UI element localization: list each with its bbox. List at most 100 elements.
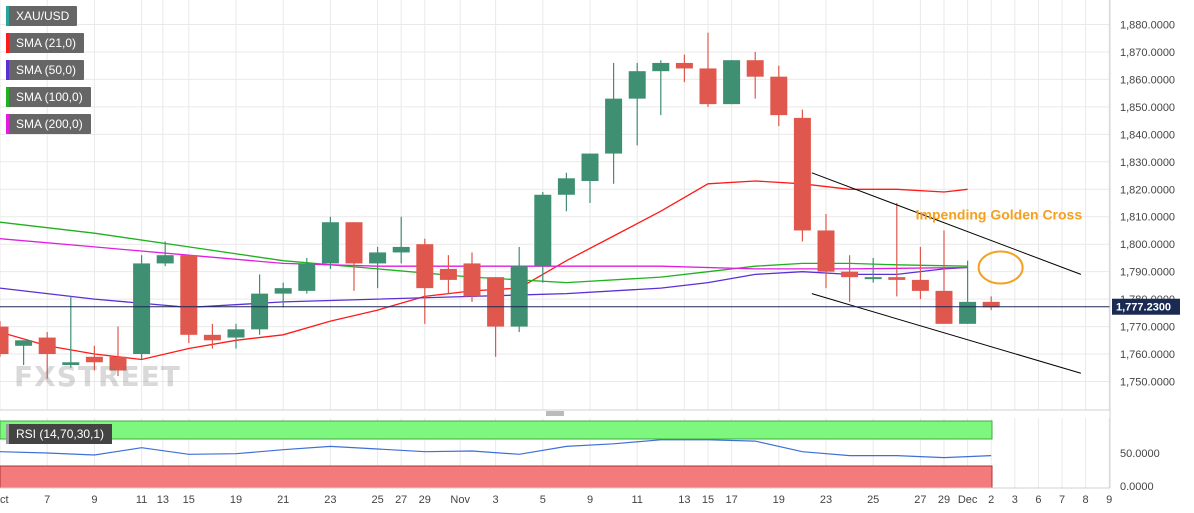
rsi-overbought-band — [0, 420, 993, 440]
x-tick-label: 15 — [702, 494, 714, 506]
candle-body — [203, 334, 221, 341]
rsi-legend-label: RSI (14,70,30,1) — [16, 427, 105, 441]
legend-label: SMA (21,0) — [16, 36, 77, 50]
candle-body — [652, 62, 670, 72]
y-tick-label: 1,770.0000 — [1120, 322, 1175, 334]
pane-resize-handle — [546, 411, 564, 416]
x-tick-label: 13 — [678, 494, 690, 506]
candle-body — [770, 76, 788, 116]
rsi-y-tick-label: 0.0000 — [1120, 481, 1154, 493]
candle-body — [133, 263, 151, 355]
candle-body — [864, 277, 882, 280]
x-tick-label: 7 — [1059, 494, 1065, 506]
candles — [0, 32, 1000, 379]
candle-body — [463, 263, 481, 297]
candle-body — [581, 153, 599, 182]
x-tick-label: 25 — [371, 494, 383, 506]
candle-body — [793, 117, 811, 231]
y-tick-label: 1,870.0000 — [1120, 47, 1175, 59]
y-tick-label: 1,750.0000 — [1120, 377, 1175, 389]
rsi-y-tick-label: 50.0000 — [1120, 448, 1160, 460]
y-tick-label: 1,880.0000 — [1120, 20, 1175, 32]
y-tick-label: 1,810.0000 — [1120, 212, 1175, 224]
candle-body — [15, 340, 33, 346]
legend-swatch — [6, 87, 9, 107]
candle-body — [817, 230, 835, 272]
x-tick-label: 23 — [820, 494, 832, 506]
x-tick-label: Oct — [0, 494, 9, 506]
candle-body — [510, 266, 528, 327]
candle-body — [675, 62, 693, 69]
candle-body — [274, 288, 292, 294]
candle-body — [888, 277, 906, 280]
last-price-label: 1,777.2300 — [1116, 302, 1171, 314]
annotations: Impending Golden Cross — [916, 206, 1083, 285]
legend-tag-sma-100[interactable]: SMA (100,0) — [6, 87, 91, 107]
x-tick-label: 21 — [277, 494, 289, 506]
candle-body — [416, 244, 434, 289]
candle-body — [534, 194, 552, 267]
candle-body — [251, 293, 269, 330]
y-tick-label: 1,850.0000 — [1120, 102, 1175, 114]
y-tick-label: 1,790.0000 — [1120, 267, 1175, 279]
x-tick-label: 6 — [1035, 494, 1041, 506]
x-tick-label: 2 — [988, 494, 994, 506]
legend-swatch — [6, 424, 9, 444]
x-tick-label: 15 — [183, 494, 195, 506]
candle-body — [227, 329, 245, 338]
legend-label: XAU/USD — [16, 9, 70, 23]
y-tick-label: 1,820.0000 — [1120, 184, 1175, 196]
candle-body — [746, 60, 764, 77]
rsi-legend-tag[interactable]: RSI (14,70,30,1) — [6, 424, 113, 444]
legend-swatch — [6, 60, 9, 80]
sma-line — [0, 266, 968, 309]
candle-body — [911, 279, 929, 291]
x-tick-label: 27 — [395, 494, 407, 506]
candle-body — [109, 356, 127, 371]
y-tick-label: 1,830.0000 — [1120, 157, 1175, 169]
candle-body — [935, 290, 953, 324]
candle-body — [392, 246, 410, 253]
candle-body — [62, 362, 80, 366]
legend-tag-sma-21[interactable]: SMA (21,0) — [6, 33, 85, 53]
legend-label: SMA (50,0) — [16, 63, 77, 77]
x-tick-label: Nov — [450, 494, 470, 506]
last-price-box — [1112, 298, 1180, 315]
x-tick-label: 3 — [493, 494, 499, 506]
candle-body — [841, 271, 859, 278]
x-tick-label: 5 — [540, 494, 546, 506]
candle-body — [0, 326, 9, 355]
legend-swatch — [6, 114, 9, 134]
x-tick-label: Dec — [958, 494, 978, 506]
x-tick-label: 9 — [1106, 494, 1112, 506]
x-tick-label: 29 — [419, 494, 431, 506]
candle-body — [439, 268, 457, 280]
x-tick-label: 11 — [631, 494, 642, 506]
golden-cross-annotation: Impending Golden Cross — [916, 206, 1083, 222]
rsi-bands — [0, 420, 993, 489]
candle-body — [605, 98, 623, 154]
x-tick-label: 13 — [157, 494, 169, 506]
legend-tag-xauusd[interactable]: XAU/USD — [6, 6, 78, 26]
y-tick-label: 1,860.0000 — [1120, 74, 1175, 86]
x-tick-label: 19 — [773, 494, 785, 506]
candle-body — [38, 337, 56, 355]
trendline — [811, 172, 1082, 275]
candle-body — [180, 255, 198, 335]
y-tick-label: 1,760.0000 — [1120, 349, 1175, 361]
x-tick-label: 11 — [136, 494, 147, 506]
legend-tag-sma-50[interactable]: SMA (50,0) — [6, 60, 85, 80]
legend-label: SMA (200,0) — [16, 117, 83, 131]
x-tick-label: 3 — [1012, 494, 1018, 506]
x-tick-label: 19 — [230, 494, 242, 506]
candle-body — [156, 255, 174, 264]
x-tick-label: 8 — [1083, 494, 1089, 506]
legend-swatch — [6, 6, 9, 26]
candle-body — [557, 178, 575, 195]
x-tick-label: 23 — [324, 494, 336, 506]
candle-body — [345, 222, 363, 264]
candle-body — [723, 60, 741, 105]
candle-body — [369, 252, 387, 264]
legend-tag-sma-200[interactable]: SMA (200,0) — [6, 114, 91, 134]
